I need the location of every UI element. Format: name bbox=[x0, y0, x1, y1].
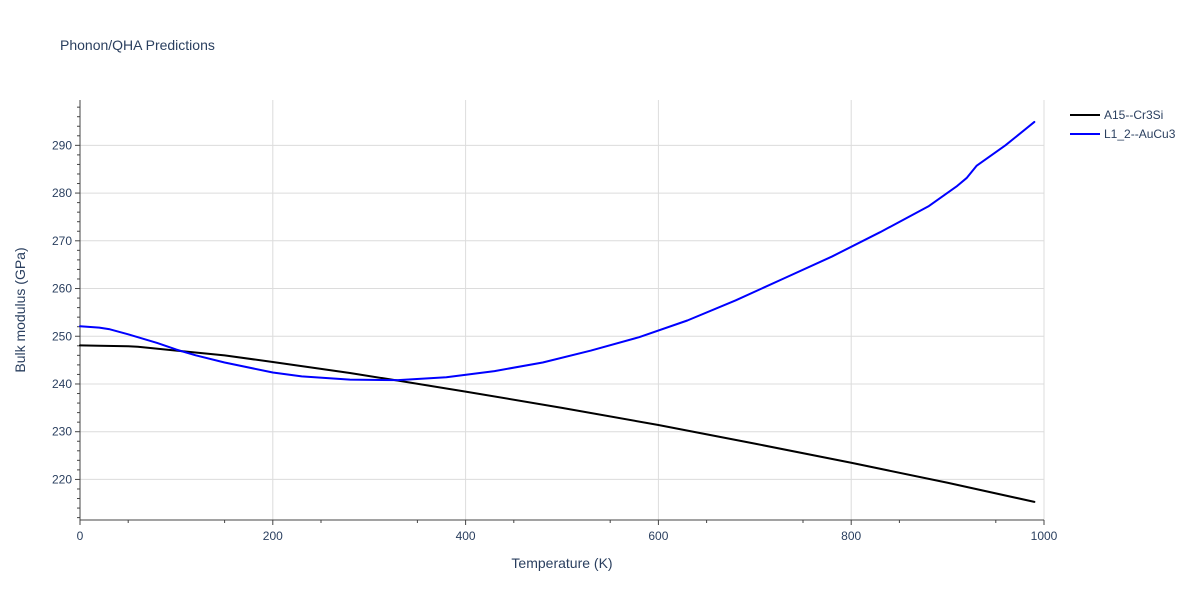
axis-layer: 0 200 400 600 800 1000 220 230 240 250 260 270 280 29… bbox=[52, 100, 1058, 543]
series-layer bbox=[79, 120, 1036, 503]
x-tick-label: 800 bbox=[841, 529, 861, 543]
legend-item-l1-2-aucu3[interactable]: L1_2--AuCu3 bbox=[1070, 127, 1176, 141]
legend[interactable]: A15--Cr3Si L1_2--AuCu3 bbox=[1070, 108, 1176, 141]
x-tick-label: 400 bbox=[456, 529, 476, 543]
legend-item-a15-cr3si[interactable]: A15--Cr3Si bbox=[1070, 108, 1163, 122]
x-tick-label: 600 bbox=[648, 529, 668, 543]
x-tick-label: 0 bbox=[77, 529, 84, 543]
grid-layer bbox=[80, 100, 1045, 520]
y-tick-label: 290 bbox=[52, 138, 72, 152]
y-tick-label: 260 bbox=[52, 282, 72, 296]
series-line-a15-cr3si bbox=[79, 344, 1036, 503]
x-axis-title: Temperature (K) bbox=[511, 555, 612, 571]
chart-title: Phonon/QHA Predictions bbox=[60, 37, 215, 53]
x-tick-label: 1000 bbox=[1031, 529, 1058, 543]
y-tick-label: 220 bbox=[52, 472, 72, 486]
legend-label: A15--Cr3Si bbox=[1104, 108, 1163, 122]
series-line-l1-2-aucu3 bbox=[79, 120, 1036, 382]
legend-label: L1_2--AuCu3 bbox=[1104, 127, 1176, 141]
y-tick-label: 240 bbox=[52, 377, 72, 391]
y-tick-label: 270 bbox=[52, 234, 72, 248]
y-tick-label: 280 bbox=[52, 186, 72, 200]
x-tick-label: 200 bbox=[263, 529, 283, 543]
y-axis-title: Bulk modulus (GPa) bbox=[12, 247, 28, 372]
y-tick-label: 230 bbox=[52, 425, 72, 439]
y-tick-label: 250 bbox=[52, 329, 72, 343]
